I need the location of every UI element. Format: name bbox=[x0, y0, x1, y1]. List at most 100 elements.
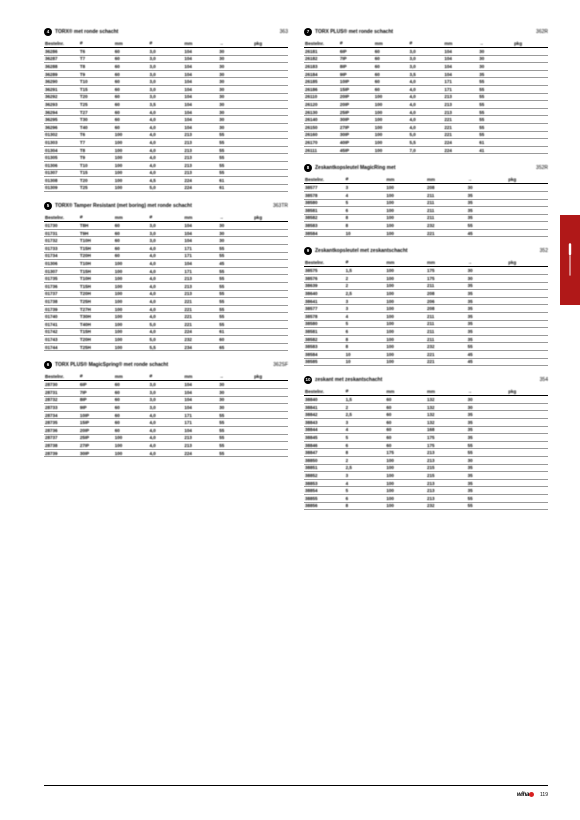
cell: 26160 bbox=[304, 131, 339, 139]
cell: 100 bbox=[114, 267, 149, 275]
cell bbox=[253, 229, 288, 237]
cell: 60 bbox=[114, 85, 149, 93]
cell bbox=[513, 55, 548, 63]
cell bbox=[507, 351, 548, 359]
cell: 30 bbox=[218, 48, 253, 56]
cell: 30IP bbox=[339, 131, 374, 139]
table-row: 2613025IP1004,021355 bbox=[304, 108, 548, 116]
cell bbox=[253, 298, 288, 306]
cell: 35 bbox=[467, 487, 508, 495]
table-row: 38576210017530 bbox=[304, 275, 548, 283]
cell: T20H bbox=[79, 252, 114, 260]
cell: 100 bbox=[385, 328, 426, 336]
cell: 55 bbox=[467, 449, 508, 457]
table-row: 01743T20H1005,023260 bbox=[44, 336, 288, 344]
cell: 4,0 bbox=[149, 434, 184, 442]
section-title: TORX PLUS® met ronde schacht bbox=[315, 29, 393, 35]
table-row: 385851010022145 bbox=[304, 358, 548, 366]
column-header: Bestelnr. bbox=[304, 175, 345, 184]
cell: 60 bbox=[374, 70, 409, 78]
cell: 60 bbox=[114, 426, 149, 434]
cell: 35 bbox=[467, 305, 508, 313]
cell: 60 bbox=[114, 63, 149, 71]
cell: 38847 bbox=[304, 449, 345, 457]
cell: 55 bbox=[218, 161, 253, 169]
cell: 36293 bbox=[44, 101, 79, 109]
cell: 3,0 bbox=[149, 93, 184, 101]
cell: 01306 bbox=[44, 161, 79, 169]
cell bbox=[253, 161, 288, 169]
cell: 2,5 bbox=[345, 290, 386, 298]
cell: 27IP bbox=[339, 123, 374, 131]
cell: 60 bbox=[114, 252, 149, 260]
cell: 100 bbox=[114, 184, 149, 192]
cell: 171 bbox=[443, 85, 478, 93]
cell bbox=[253, 260, 288, 268]
cell: 38841 bbox=[304, 403, 345, 411]
cell: 3 bbox=[345, 184, 386, 192]
cell: 171 bbox=[183, 252, 218, 260]
cell: 27IP bbox=[79, 442, 114, 450]
cell: 01309 bbox=[44, 184, 79, 192]
product-table-section: 7TORX PLUS® met ronde schacht362RBesteln… bbox=[304, 28, 548, 154]
column-header: Bestelnr. bbox=[44, 372, 79, 381]
cell: 8 bbox=[345, 449, 386, 457]
cell bbox=[507, 464, 548, 472]
cell: 104 bbox=[443, 63, 478, 71]
cell: 30 bbox=[218, 381, 253, 389]
cell: 01738 bbox=[44, 298, 79, 306]
cell bbox=[253, 275, 288, 283]
table-row: 2873620IP604,010455 bbox=[44, 426, 288, 434]
cell: 36294 bbox=[44, 108, 79, 116]
cell: 30 bbox=[218, 70, 253, 78]
table-row: 01304T81004,021355 bbox=[44, 146, 288, 154]
cell bbox=[253, 70, 288, 78]
cell: 3 bbox=[345, 297, 386, 305]
cell bbox=[507, 275, 548, 283]
cell: 38577 bbox=[304, 184, 345, 192]
cell: 100 bbox=[114, 313, 149, 321]
cell: 100 bbox=[114, 321, 149, 329]
cell: 30 bbox=[218, 229, 253, 237]
column-header: mm bbox=[443, 39, 478, 48]
cell: 30 bbox=[218, 93, 253, 101]
cell bbox=[253, 48, 288, 56]
cell: 60 bbox=[114, 78, 149, 86]
column-header: mm bbox=[183, 213, 218, 222]
table-row: 287328IP603,010430 bbox=[44, 396, 288, 404]
cell: 132 bbox=[426, 396, 467, 404]
table-row: 36294T27604,010430 bbox=[44, 108, 288, 116]
cell: 4,0 bbox=[149, 267, 184, 275]
cell: 15IP bbox=[339, 85, 374, 93]
table-row: 2618510IP604,017155 bbox=[304, 78, 548, 86]
column-header: → bbox=[218, 372, 253, 381]
table-row: 36288T8603,010430 bbox=[44, 63, 288, 71]
table-row: 388401,56013230 bbox=[304, 396, 548, 404]
cell: 5,5 bbox=[409, 139, 444, 147]
spec-table: Bestelnr.⌀mm⌀mm→pkg01730T8H603,010430017… bbox=[44, 213, 288, 351]
cell: 213 bbox=[426, 449, 467, 457]
cell: 104 bbox=[183, 70, 218, 78]
cell: 38842 bbox=[304, 411, 345, 419]
cell: 175 bbox=[426, 434, 467, 442]
cell: 35 bbox=[467, 472, 508, 480]
cell: 175 bbox=[426, 267, 467, 275]
cell bbox=[507, 396, 548, 404]
cell: 6 bbox=[345, 328, 386, 336]
cell: 01308 bbox=[44, 177, 79, 185]
cell: 100 bbox=[114, 177, 149, 185]
cell: 30 bbox=[478, 63, 513, 71]
cell: T15H bbox=[79, 283, 114, 291]
table-row: 38856810023255 bbox=[304, 502, 548, 510]
section-header: 4TORX® met ronde schacht363 bbox=[44, 28, 288, 36]
cell: T8H bbox=[79, 222, 114, 230]
section-title: TORX PLUS® MagicSpring® met ronde schach… bbox=[55, 362, 168, 368]
cell: 100 bbox=[385, 199, 426, 207]
cell: 4,0 bbox=[149, 260, 184, 268]
cell: 8IP bbox=[79, 396, 114, 404]
table-row: 388512,510021535 bbox=[304, 464, 548, 472]
cell: 100 bbox=[385, 207, 426, 215]
cell bbox=[507, 434, 548, 442]
column-header: mm bbox=[183, 372, 218, 381]
table-row: 38580510021135 bbox=[304, 199, 548, 207]
